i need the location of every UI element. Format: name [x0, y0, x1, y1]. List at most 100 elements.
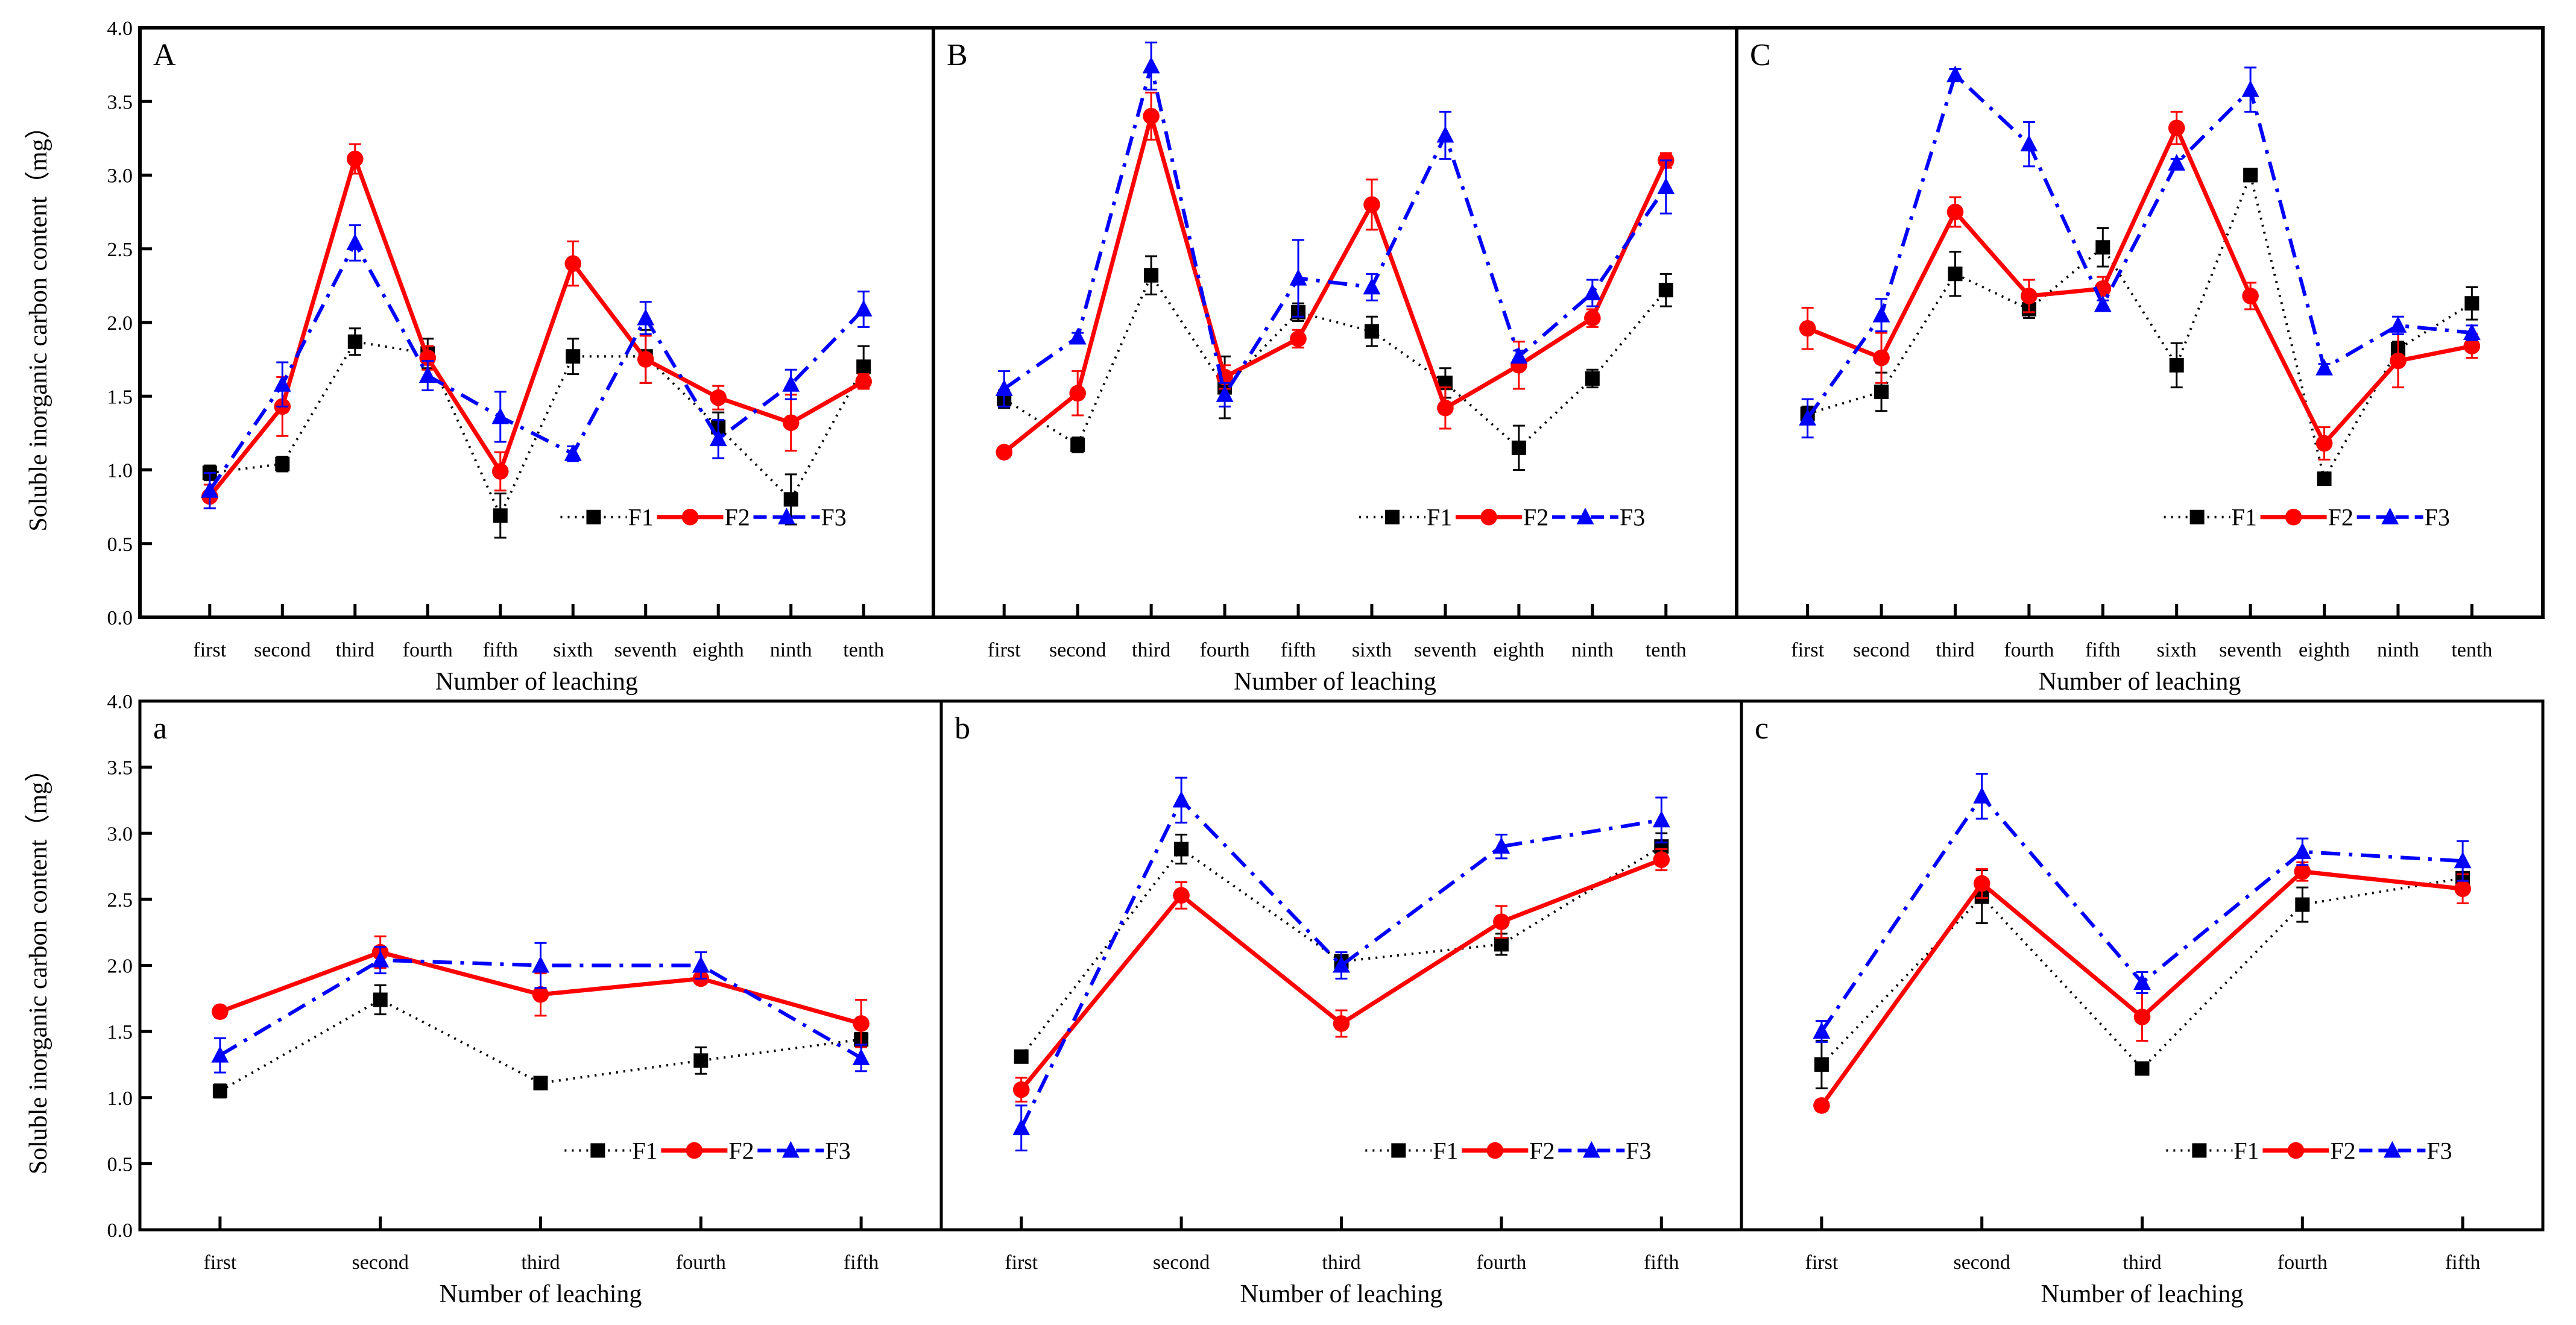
legend-label-F1: F1 — [2232, 504, 2257, 531]
square-marker — [1814, 1057, 1829, 1072]
square-marker — [1174, 842, 1189, 857]
circle-marker — [1143, 107, 1160, 125]
circle-marker — [853, 1015, 870, 1032]
legend-label-F2: F2 — [724, 504, 750, 531]
triangle-marker — [1289, 269, 1307, 286]
triangle-marker — [491, 407, 510, 424]
x-tick-label: fourth — [2278, 1251, 2328, 1274]
square-marker — [2243, 168, 2258, 183]
circle-marker — [782, 414, 800, 432]
legend: F1 F2 F3 — [1359, 504, 1645, 531]
y-tick-label: 2.0 — [107, 955, 133, 978]
legend-label-F3: F3 — [821, 504, 846, 531]
circle-marker — [1486, 1142, 1504, 1159]
square-marker — [1070, 437, 1085, 452]
x-tick-label: third — [521, 1251, 560, 1274]
series-line — [1806, 71, 2472, 420]
triangle-marker — [852, 1048, 870, 1065]
triangle-marker — [1583, 283, 1602, 301]
square-marker — [347, 334, 362, 349]
x-axis-label: Number of leaching — [1240, 1280, 1443, 1308]
x-axis-label: Number of leaching — [2039, 668, 2241, 696]
circle-marker — [491, 463, 509, 480]
legend: F1 F2 F3 — [2166, 1137, 2452, 1164]
series-F1 — [1800, 168, 2480, 486]
x-tick-label: tenth — [1646, 639, 1687, 661]
panel-label: A — [153, 38, 176, 72]
x-tick-label: fifth — [2085, 639, 2121, 661]
triangle-marker — [709, 429, 727, 447]
x-tick-label: seventh — [614, 639, 677, 661]
x-tick-label: first — [204, 1251, 237, 1274]
y-tick-label: 0.5 — [107, 533, 133, 556]
legend-label-F1: F1 — [2233, 1137, 2259, 1164]
panel-label: c — [1755, 711, 1769, 746]
square-marker — [533, 1075, 548, 1091]
series-F2 — [996, 92, 1675, 461]
series-line — [208, 239, 865, 492]
square-marker — [212, 1083, 227, 1098]
x-tick-label: fourth — [1200, 639, 1250, 661]
x-tick-label: seventh — [1414, 639, 1477, 661]
square-marker — [275, 456, 290, 471]
series-line — [1020, 797, 1662, 1129]
x-tick-label: fifth — [1281, 639, 1316, 661]
triangle-marker — [782, 375, 800, 392]
square-marker — [1144, 268, 1159, 283]
square-marker — [590, 1143, 605, 1158]
triangle-marker — [346, 233, 364, 250]
series-F2 — [1012, 848, 1670, 1103]
triangle-marker — [1813, 1022, 1831, 1039]
legend-label-F1: F1 — [1433, 1137, 1458, 1164]
circle-marker — [996, 444, 1013, 461]
x-tick-label: ninth — [1571, 639, 1614, 661]
triangle-marker — [1582, 1141, 1600, 1158]
y-tick-label: 3.0 — [107, 165, 133, 187]
triangle-marker — [2454, 851, 2472, 869]
x-tick-label: ninth — [770, 639, 812, 661]
legend-label-F2: F2 — [2330, 1137, 2355, 1164]
triangle-marker — [2241, 80, 2259, 97]
x-tick-label: fifth — [1644, 1251, 1679, 1274]
circle-marker — [637, 351, 654, 368]
y-tick-label: 3.0 — [107, 823, 133, 845]
x-tick-label: third — [1936, 639, 1974, 661]
y-axis-label: Soluble inorganic carbon content（mg） — [25, 113, 52, 531]
square-marker — [783, 492, 798, 507]
triangle-marker — [637, 309, 655, 326]
square-marker — [2169, 357, 2184, 373]
x-tick-label: second — [1953, 1251, 2010, 1274]
triangle-marker — [418, 366, 437, 383]
circle-marker — [1973, 875, 1990, 892]
panel-label: a — [153, 711, 167, 746]
triangle-marker — [273, 375, 291, 392]
x-tick-label: sixth — [553, 639, 593, 661]
y-tick-label: 1.0 — [107, 460, 133, 482]
x-tick-label: sixth — [1352, 639, 1392, 661]
square-marker — [373, 992, 388, 1007]
legend-label-F2: F2 — [1523, 504, 1548, 531]
series-F3 — [1799, 65, 2481, 439]
x-tick-label: seventh — [2219, 639, 2282, 661]
x-tick-label: second — [352, 1251, 408, 1274]
circle-marker — [212, 1003, 229, 1021]
legend-label-F2: F2 — [1529, 1137, 1555, 1164]
series-F2 — [1799, 110, 2481, 461]
series-line — [1003, 272, 1667, 450]
circle-marker — [2021, 288, 2038, 304]
series-F3 — [1012, 776, 1670, 1151]
triangle-marker — [1069, 327, 1087, 345]
circle-marker — [1480, 508, 1497, 526]
y-tick-label: 0.0 — [107, 607, 133, 629]
x-tick-label: ninth — [2377, 639, 2419, 661]
triangle-marker — [778, 508, 795, 524]
circle-marker — [1290, 330, 1307, 347]
x-axis-label: Number of leaching — [1234, 668, 1436, 696]
x-tick-label: second — [1853, 639, 1910, 661]
circle-marker — [2390, 352, 2407, 370]
triangle-marker — [371, 951, 390, 968]
circle-marker — [1584, 309, 1601, 327]
triangle-marker — [2293, 842, 2311, 859]
triangle-marker — [1333, 955, 1350, 973]
circle-marker — [1173, 887, 1190, 904]
